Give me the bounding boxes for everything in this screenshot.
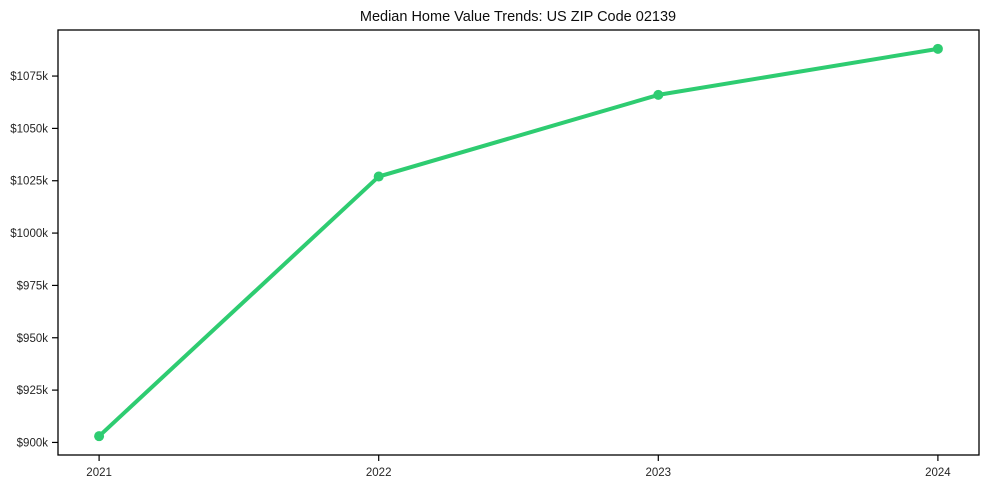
y-tick-label: $975k bbox=[17, 280, 49, 292]
data-point-marker bbox=[94, 431, 105, 442]
chart-title: Median Home Value Trends: US ZIP Code 02… bbox=[360, 9, 676, 25]
x-tick-label: 2024 bbox=[925, 467, 951, 479]
y-tick-label: $1075k bbox=[10, 71, 48, 83]
x-tick-label: 2022 bbox=[366, 467, 392, 479]
x-tick-label: 2023 bbox=[646, 467, 672, 479]
y-tick-label: $900k bbox=[17, 437, 49, 449]
plot-border bbox=[57, 29, 980, 456]
x-tick-label: 2021 bbox=[86, 467, 112, 479]
y-tick-label: $925k bbox=[17, 385, 49, 397]
y-tick-label: $950k bbox=[17, 333, 49, 345]
plot-area: $900k $925k $950k $975k $1000k $1025k $1050k $1… bbox=[10, 29, 980, 479]
data-point-marker bbox=[653, 89, 664, 100]
trend-line bbox=[97, 46, 940, 439]
y-tick-label: $1000k bbox=[10, 228, 48, 240]
data-point-marker bbox=[373, 171, 384, 182]
data-point-marker bbox=[932, 43, 943, 54]
y-tick-label: $1025k bbox=[10, 176, 48, 188]
y-tick-label: $1050k bbox=[10, 123, 48, 135]
